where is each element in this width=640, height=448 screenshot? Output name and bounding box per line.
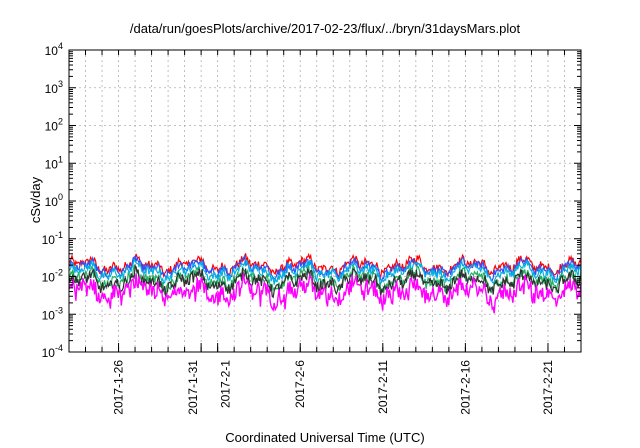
y-tick-label: 100 — [45, 192, 63, 209]
x-axis-label: Coordinated Universal Time (UTC) — [225, 430, 424, 445]
x-tick-label: 2017-2-21 — [541, 360, 555, 415]
y-tick-label: 10-1 — [42, 230, 63, 247]
x-tick-label: 2017-2-1 — [219, 360, 233, 408]
x-tick-label: 2017-1-26 — [112, 360, 126, 415]
y-tick-label: 102 — [45, 117, 63, 134]
y-tick-label: 10-3 — [42, 305, 63, 322]
y-tick-label: 104 — [45, 41, 63, 58]
x-tick-label: 2017-2-6 — [293, 360, 307, 408]
y-tick-label: 10-2 — [42, 268, 63, 285]
x-ticks: 2017-1-26 2017-1-31 2017-2-1 2017-2-6 2017-2… — [85, 50, 565, 415]
x-tick-label: 2017-1-31 — [186, 360, 200, 415]
plot-frame — [68, 49, 582, 353]
grid — [69, 50, 581, 352]
y-ticks: 10-4 10-3 10-2 10-1 100 101 102 103 104 — [42, 41, 581, 360]
y-tick-label: 103 — [45, 79, 63, 96]
y-axis-label: cSv/day — [28, 176, 43, 223]
x-tick-label: 2017-2-16 — [458, 360, 472, 415]
chart-title: /data/run/goesPlots/archive/2017-02-23/f… — [130, 21, 521, 36]
series-line — [68, 257, 582, 285]
y-tick-label: 10-4 — [42, 343, 63, 360]
series-group — [68, 252, 582, 314]
x-tick-label: 2017-2-11 — [376, 360, 390, 414]
series-line — [68, 272, 582, 314]
series-line — [68, 265, 582, 299]
y-tick-label: 101 — [45, 154, 63, 171]
